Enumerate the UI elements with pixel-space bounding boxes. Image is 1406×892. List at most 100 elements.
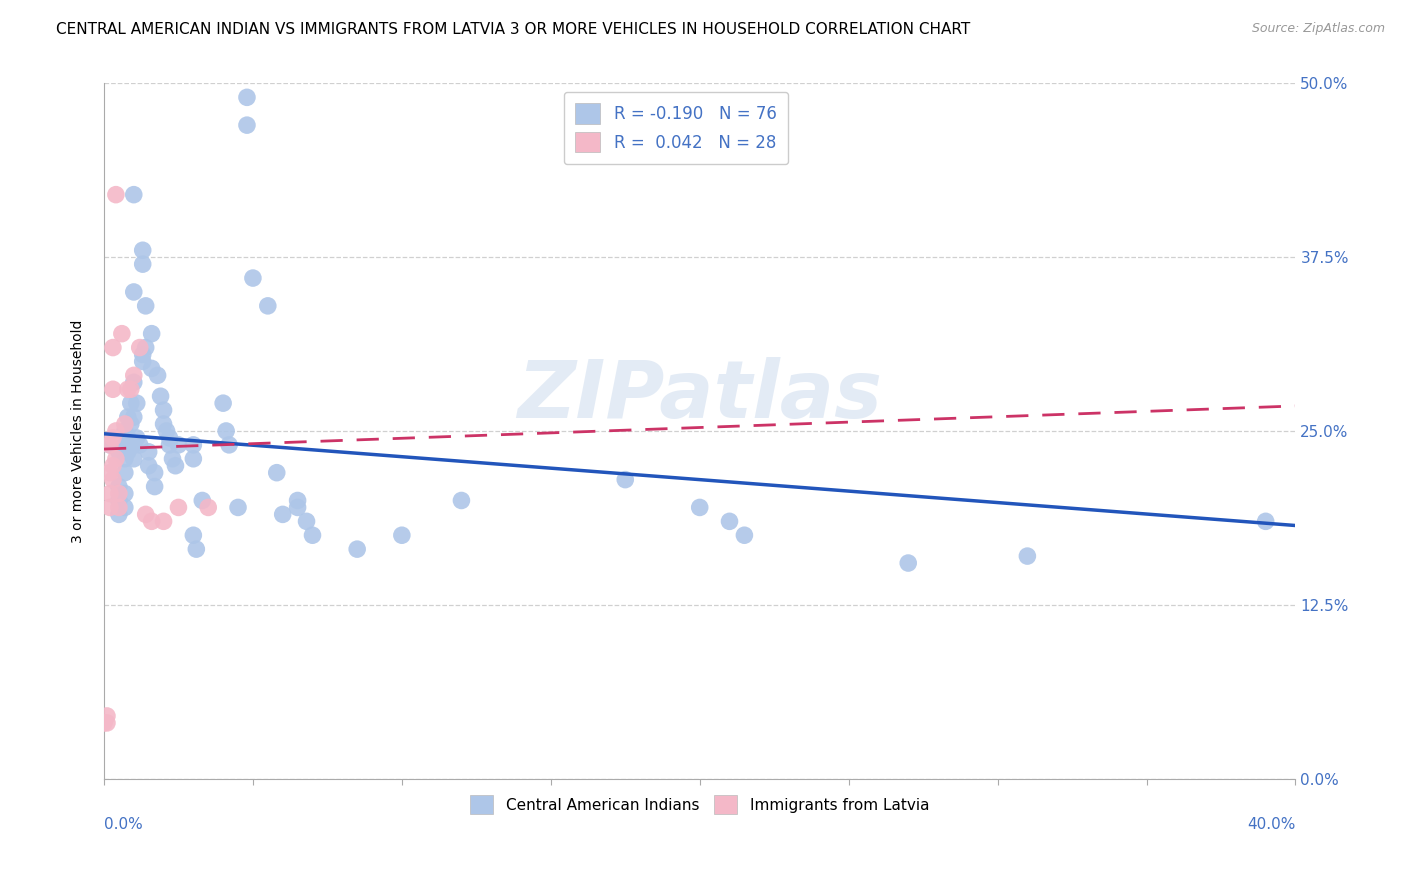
Point: [122, 410, 145, 425]
Point: [162, 451, 184, 466]
Text: CENTRAL AMERICAN INDIAN VS IMMIGRANTS FROM LATVIA 3 OR MORE VEHICLES IN HOUSEHOL: CENTRAL AMERICAN INDIAN VS IMMIGRANTS FR…: [56, 22, 970, 37]
Point: [132, 354, 155, 368]
Point: [122, 368, 145, 383]
Point: [138, 458, 160, 473]
Point: [718, 514, 741, 528]
Point: [1017, 549, 1039, 563]
Point: [135, 299, 157, 313]
Point: [287, 500, 309, 515]
Point: [167, 438, 190, 452]
Point: [117, 431, 139, 445]
Point: [301, 528, 323, 542]
Point: [242, 271, 264, 285]
Point: [733, 528, 755, 542]
Point: [114, 466, 136, 480]
Point: [183, 451, 205, 466]
Point: [167, 500, 190, 515]
Point: [98, 486, 121, 500]
Point: [98, 466, 121, 480]
Point: [287, 493, 309, 508]
Point: [128, 438, 150, 452]
Point: [108, 445, 131, 459]
Point: [120, 382, 142, 396]
Point: [122, 376, 145, 390]
Point: [108, 493, 131, 508]
Point: [135, 508, 157, 522]
Point: [141, 361, 163, 376]
Point: [159, 438, 181, 452]
Point: [215, 424, 238, 438]
Point: [152, 403, 174, 417]
Point: [165, 458, 187, 473]
Point: [236, 90, 259, 104]
Point: [122, 438, 145, 452]
Point: [132, 347, 155, 361]
Point: [96, 709, 118, 723]
Point: [266, 466, 288, 480]
Point: [183, 438, 205, 452]
Point: [346, 542, 368, 557]
Point: [143, 466, 166, 480]
Point: [256, 299, 278, 313]
Point: [114, 417, 136, 431]
Point: [614, 473, 637, 487]
Point: [450, 493, 472, 508]
Text: Source: ZipAtlas.com: Source: ZipAtlas.com: [1251, 22, 1385, 36]
Point: [183, 528, 205, 542]
Point: [122, 451, 145, 466]
Point: [120, 417, 142, 431]
Point: [149, 389, 172, 403]
Point: [108, 500, 131, 515]
Point: [117, 382, 139, 396]
Point: [146, 368, 169, 383]
Point: [159, 431, 181, 445]
Point: [108, 486, 131, 500]
Point: [226, 500, 249, 515]
Point: [897, 556, 920, 570]
Point: [122, 187, 145, 202]
Point: [114, 424, 136, 438]
Point: [295, 514, 318, 528]
Text: ZIPatlas: ZIPatlas: [517, 357, 882, 435]
Point: [212, 396, 235, 410]
Point: [689, 500, 711, 515]
Point: [114, 451, 136, 466]
Point: [104, 187, 127, 202]
Point: [152, 417, 174, 431]
Point: [122, 285, 145, 299]
Point: [96, 715, 118, 730]
Point: [1254, 514, 1277, 528]
Point: [197, 500, 219, 515]
Point: [128, 341, 150, 355]
Point: [271, 508, 294, 522]
Point: [114, 486, 136, 500]
Point: [125, 396, 148, 410]
Point: [191, 493, 214, 508]
Point: [101, 458, 124, 473]
Point: [104, 451, 127, 466]
Point: [98, 500, 121, 515]
Point: [132, 257, 155, 271]
Point: [98, 438, 121, 452]
Point: [186, 542, 208, 557]
Point: [108, 508, 131, 522]
Text: 0.0%: 0.0%: [104, 817, 143, 832]
Point: [98, 438, 121, 452]
Point: [120, 396, 142, 410]
Point: [114, 500, 136, 515]
Point: [101, 431, 124, 445]
Legend: Central American Indians, Immigrants from Latvia: Central American Indians, Immigrants fro…: [461, 786, 938, 823]
Point: [101, 473, 124, 487]
Point: [101, 382, 124, 396]
Point: [218, 438, 240, 452]
Point: [138, 445, 160, 459]
Point: [125, 431, 148, 445]
Point: [117, 410, 139, 425]
Point: [93, 715, 115, 730]
Point: [152, 514, 174, 528]
Point: [135, 341, 157, 355]
Point: [391, 528, 413, 542]
Point: [141, 514, 163, 528]
Point: [101, 341, 124, 355]
Point: [104, 424, 127, 438]
